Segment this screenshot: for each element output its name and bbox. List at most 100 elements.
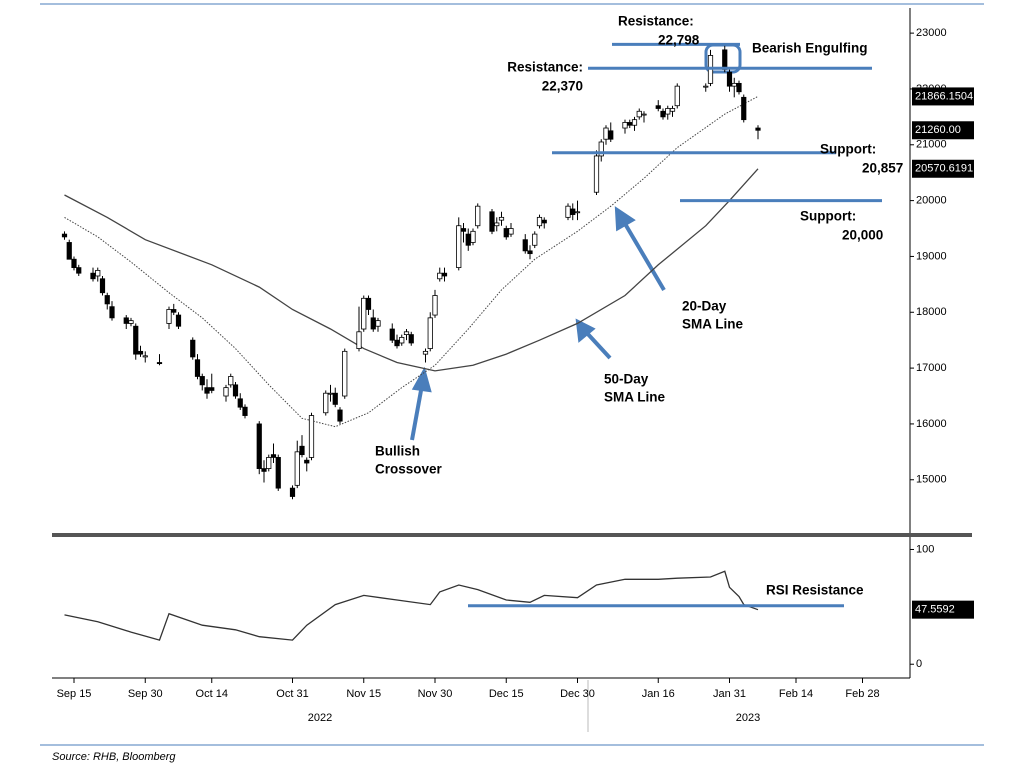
candle-body (228, 376, 234, 386)
y-tick-label: 18000 (916, 306, 947, 318)
candle-body (370, 317, 376, 330)
annotation: Bearish Engulfing (752, 41, 868, 56)
candle-body (133, 325, 139, 355)
candle-body (90, 272, 96, 280)
candle-body (194, 359, 201, 377)
candle-body (427, 317, 433, 349)
candle-body (432, 295, 438, 316)
candle-body (399, 336, 405, 344)
candle-body (598, 141, 604, 157)
candle-body (726, 71, 733, 87)
annotation: Crossover (375, 462, 443, 477)
arrow (622, 220, 666, 292)
y-tick-label: 19000 (916, 250, 947, 262)
series-line (64, 168, 759, 372)
candle-body (266, 457, 272, 469)
candle-body (76, 267, 82, 274)
candle-body (204, 387, 210, 394)
x-tick-label: Jan 31 (713, 688, 746, 700)
x-tick-label: Jan 16 (642, 688, 675, 700)
x-tick-label: Dec 30 (560, 688, 595, 700)
candle-body (627, 122, 633, 126)
level-label: Resistance: (507, 60, 583, 75)
candle-body (503, 228, 509, 238)
candle-body (123, 317, 129, 324)
price-tag-label: 20570.6191 (915, 163, 973, 175)
series-line (64, 95, 759, 428)
level-label: RSI Resistance (766, 582, 864, 597)
year-label: 2022 (308, 712, 332, 724)
candle-body (361, 297, 367, 330)
x-tick-label: Nov 15 (346, 688, 381, 700)
candle-body (356, 331, 362, 349)
y-tick-label: 20000 (916, 195, 947, 207)
arrow-head (614, 206, 636, 232)
candle-body (489, 211, 495, 232)
candle-body (308, 415, 315, 458)
candle-body (593, 155, 600, 193)
annotation: SMA Line (604, 390, 665, 405)
y-tick-label: 23000 (916, 27, 947, 39)
candle-body (104, 295, 110, 305)
candle-body (61, 233, 68, 238)
candle-body (95, 269, 101, 277)
candle-body (460, 228, 467, 232)
candle-body (574, 211, 581, 214)
candle-body (375, 320, 381, 327)
candle-body (498, 216, 505, 221)
candle-body (636, 110, 642, 118)
level-value: 22,370 (542, 79, 583, 94)
candle-body (166, 309, 172, 324)
annotation: SMA Line (682, 317, 743, 332)
candle-body (99, 278, 106, 294)
y-tick-label: 15000 (916, 474, 947, 486)
candle-body (261, 468, 267, 472)
candle-body (522, 239, 528, 252)
candle-body (622, 122, 628, 129)
candle-body (565, 205, 571, 218)
candle-body (660, 110, 666, 118)
candle-body (508, 228, 514, 235)
candle-body (128, 320, 134, 324)
candle-body (570, 208, 576, 215)
candle-body (365, 297, 372, 310)
level-label: Support: (800, 209, 856, 224)
price-tag-label: 21866.1504 (915, 90, 973, 102)
annotation: Bullish (375, 444, 420, 459)
arrow (410, 384, 424, 441)
level-label: Resistance: (618, 14, 694, 29)
candle-body (171, 309, 177, 313)
price-tag (912, 600, 974, 619)
candle-body (456, 225, 462, 269)
candle-body (223, 387, 229, 397)
candle-body (722, 49, 728, 70)
candle-body (665, 108, 671, 115)
candle-body (256, 423, 262, 469)
candle-body (494, 222, 500, 227)
arrow-head (411, 366, 432, 393)
candle-body (109, 306, 115, 319)
candle-body (294, 451, 300, 486)
price-tag-label: 47.5592 (915, 604, 955, 616)
candle-body (337, 409, 343, 422)
price-tag-label: 21260.00 (915, 124, 961, 136)
candle-body (327, 392, 334, 395)
candle-body (603, 127, 609, 140)
candle-body (655, 105, 661, 109)
x-tick-label: Feb 14 (779, 688, 813, 700)
price-tag (912, 159, 974, 178)
level-label: Support: (820, 142, 876, 157)
source: Source: RHB, Bloomberg (52, 751, 176, 763)
annotation: 50-Day (604, 372, 649, 387)
candle-body (289, 487, 296, 497)
candle-body (389, 328, 395, 341)
candle-body (332, 392, 338, 405)
candle-body (674, 85, 680, 107)
candle-body (608, 130, 614, 140)
arrow-head (575, 318, 596, 343)
x-tick-label: Oct 14 (196, 688, 228, 700)
candle-body (242, 406, 248, 416)
candle-body (403, 331, 410, 335)
candle-body (631, 119, 638, 126)
candle-body (71, 258, 77, 269)
